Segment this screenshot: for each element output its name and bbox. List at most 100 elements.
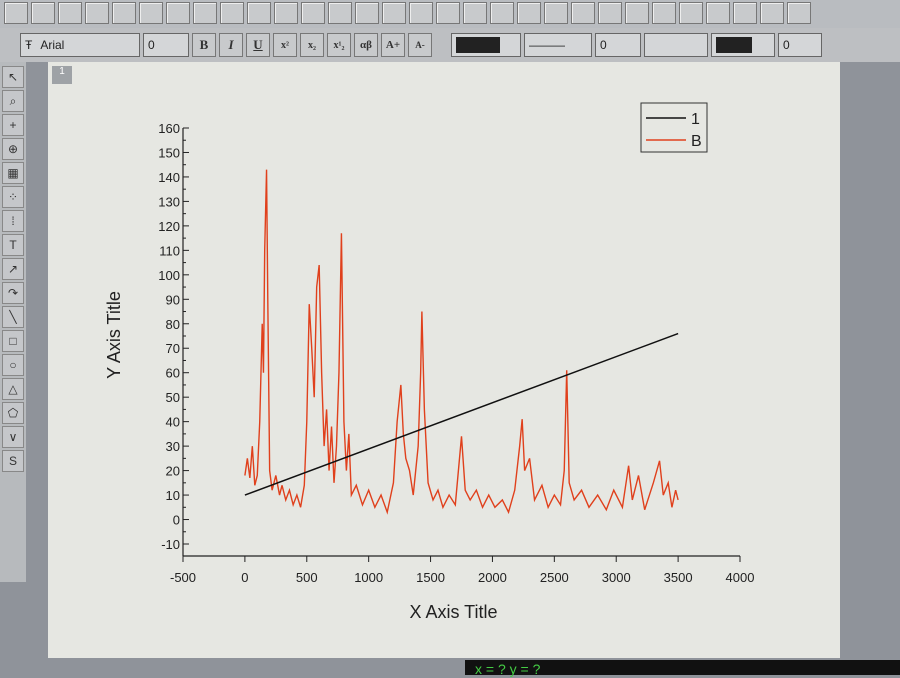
toolbar-button[interactable] bbox=[571, 2, 595, 24]
underline-button[interactable]: U bbox=[246, 33, 270, 57]
selector-icon[interactable]: ⁞ bbox=[2, 210, 24, 232]
toolbar-button[interactable] bbox=[85, 2, 109, 24]
toolbar-button[interactable] bbox=[652, 2, 676, 24]
decrease-font-button[interactable]: A- bbox=[408, 33, 432, 57]
y-tick-label: 80 bbox=[166, 317, 180, 332]
toolbar-button[interactable] bbox=[436, 2, 460, 24]
y-tick-label: 130 bbox=[158, 194, 180, 209]
toolbar-button[interactable] bbox=[544, 2, 568, 24]
x-tick-label: 1000 bbox=[354, 570, 383, 585]
superscript-button[interactable]: x² bbox=[273, 33, 297, 57]
legend-box bbox=[640, 102, 708, 153]
legend-label-B: B bbox=[691, 133, 702, 150]
toolbar-button[interactable] bbox=[58, 2, 82, 24]
format-toolbar: Ŧ Arial 0 B I U x² x₂ x¹₂ αβ A+ A- ——— 0 … bbox=[0, 28, 900, 62]
toolbar-button[interactable] bbox=[139, 2, 163, 24]
subscript-button[interactable]: x₂ bbox=[300, 33, 324, 57]
region-tool-icon[interactable]: ⬠ bbox=[2, 402, 24, 424]
color-swatch bbox=[456, 37, 500, 53]
toolbar-button[interactable] bbox=[382, 2, 406, 24]
text-tool-icon[interactable]: T bbox=[2, 234, 24, 256]
toolbar-button[interactable] bbox=[625, 2, 649, 24]
font-name: Arial bbox=[40, 38, 65, 52]
toolbar-button[interactable] bbox=[193, 2, 217, 24]
line-style-select[interactable]: ——— bbox=[524, 33, 592, 57]
toolbar-button[interactable] bbox=[463, 2, 487, 24]
supsub-button[interactable]: x¹₂ bbox=[327, 33, 351, 57]
tools-toolbar: ↖ ⌕ + ⊕ ▦ ⁘ ⁞ T ↗ ↷ ╲ □ ○ △ ⬠ ∨ S bbox=[0, 62, 26, 582]
y-tick-label: 70 bbox=[166, 341, 180, 356]
y-tick-label: 110 bbox=[159, 243, 180, 258]
line-width-select[interactable]: 0 bbox=[595, 33, 641, 57]
greek-button[interactable]: αβ bbox=[354, 33, 378, 57]
y-tick-label: 150 bbox=[158, 145, 180, 160]
zoom-tool-icon[interactable]: ⌕ bbox=[2, 90, 24, 112]
toolbar-button[interactable] bbox=[274, 2, 298, 24]
fill-swatch bbox=[716, 37, 752, 53]
italic-button[interactable]: I bbox=[219, 33, 243, 57]
toolbar-button[interactable] bbox=[112, 2, 136, 24]
toolbar-button[interactable] bbox=[733, 2, 757, 24]
fill-color-select[interactable] bbox=[711, 33, 775, 57]
y-tick-label: 0 bbox=[173, 513, 180, 528]
x-tick-label: 500 bbox=[296, 570, 318, 585]
draw-data-icon[interactable]: ⁘ bbox=[2, 186, 24, 208]
toolbar-button[interactable] bbox=[598, 2, 622, 24]
x-tick-label: 3000 bbox=[602, 570, 631, 585]
bold-button[interactable]: B bbox=[192, 33, 216, 57]
y-tick-label: -10 bbox=[161, 537, 180, 552]
data-reader-icon[interactable]: + bbox=[2, 114, 24, 136]
polygon-tool-icon[interactable]: △ bbox=[2, 378, 24, 400]
curved-arrow-icon[interactable]: ↷ bbox=[2, 282, 24, 304]
toolbar-button[interactable] bbox=[166, 2, 190, 24]
increase-font-button[interactable]: A+ bbox=[381, 33, 405, 57]
toolbar-button[interactable] bbox=[31, 2, 55, 24]
x-tick-label: 2500 bbox=[540, 570, 569, 585]
toolbar-button[interactable] bbox=[760, 2, 784, 24]
polyline-tool-icon[interactable]: ∨ bbox=[2, 426, 24, 448]
freehand-tool-icon[interactable]: S bbox=[2, 450, 24, 472]
y-tick-label: 160 bbox=[158, 121, 180, 136]
y-tick-label: 30 bbox=[166, 439, 180, 454]
y-tick-label: 40 bbox=[166, 415, 180, 430]
rectangle-tool-icon[interactable]: □ bbox=[2, 330, 24, 352]
toolbar-button[interactable] bbox=[706, 2, 730, 24]
font-size-select[interactable]: 0 bbox=[143, 33, 189, 57]
toolbar-button[interactable] bbox=[247, 2, 271, 24]
toolbar-button[interactable] bbox=[409, 2, 433, 24]
y-tick-label: 120 bbox=[158, 219, 180, 234]
legend-label-1: 1 bbox=[691, 111, 700, 128]
y-tick-label: 10 bbox=[166, 488, 180, 503]
color-select[interactable] bbox=[451, 33, 521, 57]
toolbar-button[interactable] bbox=[490, 2, 514, 24]
font-icon: Ŧ bbox=[25, 38, 33, 52]
toolbar-button[interactable] bbox=[355, 2, 379, 24]
y-axis-title: Y Axis Title bbox=[104, 291, 124, 379]
arrow-tool-icon[interactable]: ↗ bbox=[2, 258, 24, 280]
fill-width-select[interactable]: 0 bbox=[778, 33, 822, 57]
toolbar-button[interactable] bbox=[517, 2, 541, 24]
y-tick-label: 100 bbox=[158, 268, 180, 283]
layer-tab[interactable]: 1 bbox=[52, 66, 72, 84]
line-tool-icon[interactable]: ╲ bbox=[2, 306, 24, 328]
font-select[interactable]: Ŧ Arial bbox=[20, 33, 140, 57]
toolbar-button[interactable] bbox=[328, 2, 352, 24]
circle-tool-icon[interactable]: ○ bbox=[2, 354, 24, 376]
toolbar-button[interactable] bbox=[787, 2, 811, 24]
fill-select[interactable] bbox=[644, 33, 708, 57]
mask-tool-icon[interactable]: ▦ bbox=[2, 162, 24, 184]
toolbar-button[interactable] bbox=[301, 2, 325, 24]
screen-reader-icon[interactable]: ⊕ bbox=[2, 138, 24, 160]
toolbar-button[interactable] bbox=[220, 2, 244, 24]
x-tick-label: 1500 bbox=[416, 570, 445, 585]
standard-toolbar bbox=[0, 0, 900, 28]
series-1-line bbox=[244, 332, 679, 496]
y-tick-label: 20 bbox=[166, 464, 180, 479]
x-tick-label: 2000 bbox=[478, 570, 507, 585]
series-B-line bbox=[244, 169, 679, 515]
status-coords: x = ? y = ? bbox=[465, 660, 900, 677]
toolbar-button[interactable] bbox=[4, 2, 28, 24]
toolbar-button[interactable] bbox=[679, 2, 703, 24]
pointer-tool-icon[interactable]: ↖ bbox=[2, 66, 24, 88]
